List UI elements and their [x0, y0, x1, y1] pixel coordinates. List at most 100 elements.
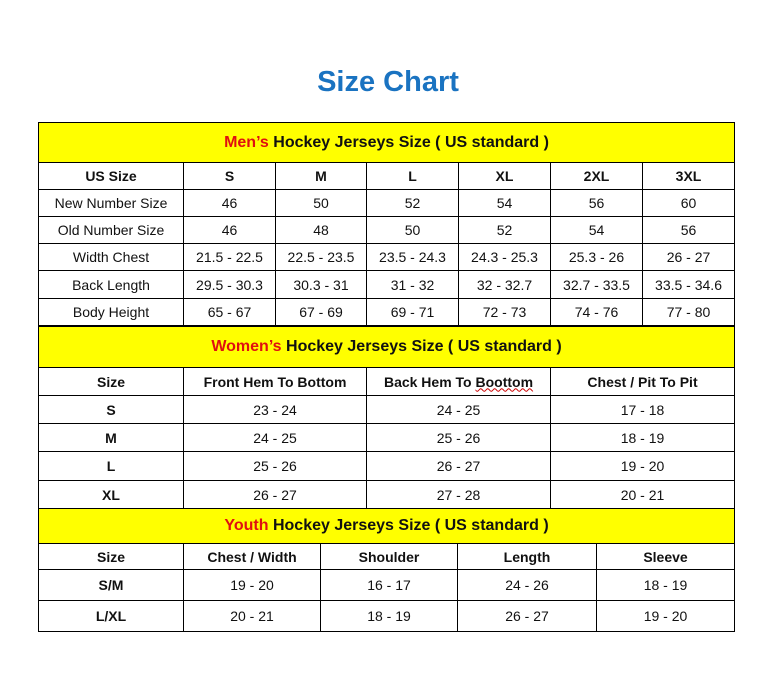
table-cell: 54 [458, 189, 551, 217]
table-cell: 50 [275, 189, 367, 217]
row-label: L [38, 451, 184, 481]
youth-size-table: Youth Hockey Jerseys Size ( US standard … [37, 508, 736, 632]
youth-section-header: Youth Hockey Jerseys Size ( US standard … [37, 508, 736, 544]
table-cell: 72 - 73 [458, 298, 551, 326]
table-cell: 18 - 19 [549, 423, 736, 452]
table-cell: 52 [366, 189, 459, 217]
mens-size-table: Men’s Hockey Jerseys Size ( US standard … [37, 122, 736, 326]
column-header: Sleeve [595, 543, 736, 570]
table-cell: 60 [641, 189, 736, 217]
table-cell: 77 - 80 [641, 298, 736, 326]
womens-size-table: Women’s Hockey Jerseys Size ( US standar… [37, 326, 736, 509]
table-cell: 27 - 28 [366, 480, 551, 509]
table-cell: 19 - 20 [183, 569, 321, 601]
misspelled-word: Boottom [475, 373, 534, 390]
table-cell: 29.5 - 30.3 [183, 270, 276, 299]
table-cell: 31 - 32 [366, 270, 459, 299]
mens-label: Men’s [224, 133, 269, 151]
table-cell: 25 - 26 [366, 423, 551, 452]
column-header: Size [38, 543, 184, 570]
row-label: Body Height [38, 298, 184, 326]
row-label: Width Chest [38, 243, 184, 271]
table-cell: 26 - 27 [183, 480, 367, 509]
table-cell: 20 - 21 [549, 480, 736, 509]
table-cell: 16 - 17 [320, 569, 458, 601]
table-cell: 65 - 67 [183, 298, 276, 326]
table-cell: 32.7 - 33.5 [550, 270, 643, 299]
table-cell: 26 - 27 [457, 600, 597, 632]
table-cell: 19 - 20 [595, 600, 736, 632]
mens-section-header: Men’s Hockey Jerseys Size ( US standard … [37, 122, 736, 163]
header-row: US Size S M L XL 2XL 3XL [38, 162, 736, 190]
table-cell: 17 - 18 [549, 395, 736, 424]
column-header: S [183, 162, 276, 190]
table-cell: 50 [366, 216, 459, 244]
table-cell: 69 - 71 [366, 298, 459, 326]
table-cell: 56 [550, 189, 643, 217]
column-header: 2XL [550, 162, 643, 190]
column-header-text: Back Hem To [383, 373, 476, 390]
row-label: Old Number Size [38, 216, 184, 244]
row-label: L/XL [38, 600, 184, 632]
youth-label: Youth [224, 517, 269, 534]
column-header: Chest / Pit To Pit [549, 367, 736, 396]
row-label: S [38, 395, 184, 424]
table-cell: 26 - 27 [641, 243, 736, 271]
table-cell: 24 - 25 [366, 395, 551, 424]
column-header: Shoulder [320, 543, 458, 570]
column-header: US Size [38, 162, 184, 190]
row-label: Back Length [38, 270, 184, 299]
table-cell: 56 [641, 216, 736, 244]
table-row: Back Length 29.5 - 30.3 30.3 - 31 31 - 32 32… [38, 270, 736, 299]
column-header: Length [457, 543, 597, 570]
table-cell: 67 - 69 [275, 298, 367, 326]
youth-heading: Hockey Jerseys Size ( US standard ) [268, 517, 549, 534]
table-cell: 32 - 32.7 [458, 270, 551, 299]
table-cell: 24.3 - 25.3 [458, 243, 551, 271]
table-cell: 21.5 - 22.5 [183, 243, 276, 271]
table-cell: 18 - 19 [320, 600, 458, 632]
table-cell: 26 - 27 [366, 451, 551, 481]
table-cell: 24 - 26 [457, 569, 597, 601]
column-header: Size [38, 367, 184, 396]
column-header: L [366, 162, 459, 190]
table-cell: 52 [458, 216, 551, 244]
column-header: 3XL [641, 162, 736, 190]
page-title: Size Chart [317, 66, 459, 98]
column-header: XL [458, 162, 551, 190]
column-header: Front Hem To Bottom [183, 367, 367, 396]
table-row: Body Height 65 - 67 67 - 69 69 - 71 72 - 73 7… [38, 298, 736, 326]
table-cell: 19 - 20 [549, 451, 736, 481]
table-cell: 33.5 - 34.6 [641, 270, 736, 299]
table-cell: 25.3 - 26 [550, 243, 643, 271]
table-row: S/M 19 - 20 16 - 17 24 - 26 18 - 19 [38, 569, 736, 601]
table-cell: 18 - 19 [595, 569, 736, 601]
table-cell: 22.5 - 23.5 [275, 243, 367, 271]
womens-label: Women’s [211, 338, 282, 355]
mens-heading: Hockey Jerseys Size ( US standard ) [268, 133, 549, 151]
table-row: Width Chest 21.5 - 22.5 22.5 - 23.5 23.5 - … [38, 243, 736, 271]
header-row: Size Front Hem To Bottom Back Hem To Boott… [38, 367, 736, 396]
womens-heading: Hockey Jerseys Size ( US standard ) [281, 338, 562, 355]
table-cell: 23 - 24 [183, 395, 367, 424]
table-cell: 23.5 - 24.3 [366, 243, 459, 271]
table-row: M 24 - 25 25 - 26 18 - 19 [38, 423, 736, 452]
table-row: New Number Size 46 50 52 54 56 60 [38, 189, 736, 217]
column-header: Chest / Width [183, 543, 321, 570]
column-header: Back Hem To Boottom [366, 367, 551, 396]
table-cell: 30.3 - 31 [275, 270, 367, 299]
table-row: XL 26 - 27 27 - 28 20 - 21 [38, 480, 736, 509]
table-row: S 23 - 24 24 - 25 17 - 18 [38, 395, 736, 424]
row-label: S/M [38, 569, 184, 601]
table-cell: 74 - 76 [550, 298, 643, 326]
womens-section-header: Women’s Hockey Jerseys Size ( US standar… [37, 326, 736, 368]
table-row: Old Number Size 46 48 50 52 54 56 [38, 216, 736, 244]
header-row: Size Chest / Width Shoulder Length Sleeve [38, 543, 736, 570]
table-cell: 54 [550, 216, 643, 244]
table-cell: 48 [275, 216, 367, 244]
table-row: L 25 - 26 26 - 27 19 - 20 [38, 451, 736, 481]
table-cell: 46 [183, 216, 276, 244]
row-label: XL [38, 480, 184, 509]
row-label: M [38, 423, 184, 452]
table-cell: 20 - 21 [183, 600, 321, 632]
